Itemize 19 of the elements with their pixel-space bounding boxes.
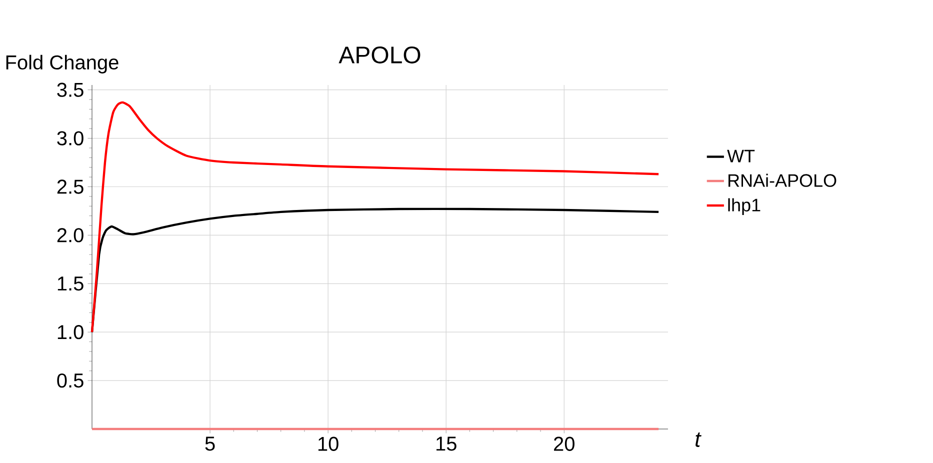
x-tick-label: 10 (318, 436, 338, 451)
y-tick-label: 3.0 (57, 131, 84, 146)
line-series (90, 101, 660, 334)
y-tick-label: 2.5 (57, 180, 84, 194)
y-tick-label: 0.5 (57, 373, 84, 388)
legend-label: lhp1 (728, 198, 760, 216)
y-tick-label: 1.5 (58, 276, 84, 291)
x-axis-title: t (696, 432, 702, 447)
x-tick-label: 5 (205, 436, 215, 451)
line-series (90, 208, 660, 334)
x-tick-label: 20 (554, 436, 574, 451)
chart-title: APOLO (338, 46, 420, 64)
y-axis-title: Fold Change (6, 54, 118, 74)
x-tick-label: 15 (436, 436, 456, 451)
y-tick-label: 3.5 (57, 82, 84, 97)
y-tick-label: 1.0 (58, 325, 84, 340)
legend-label: RNAi-APOLO (728, 174, 836, 187)
y-tick-label: 2.0 (57, 228, 84, 242)
legend-label: WT (727, 150, 755, 162)
